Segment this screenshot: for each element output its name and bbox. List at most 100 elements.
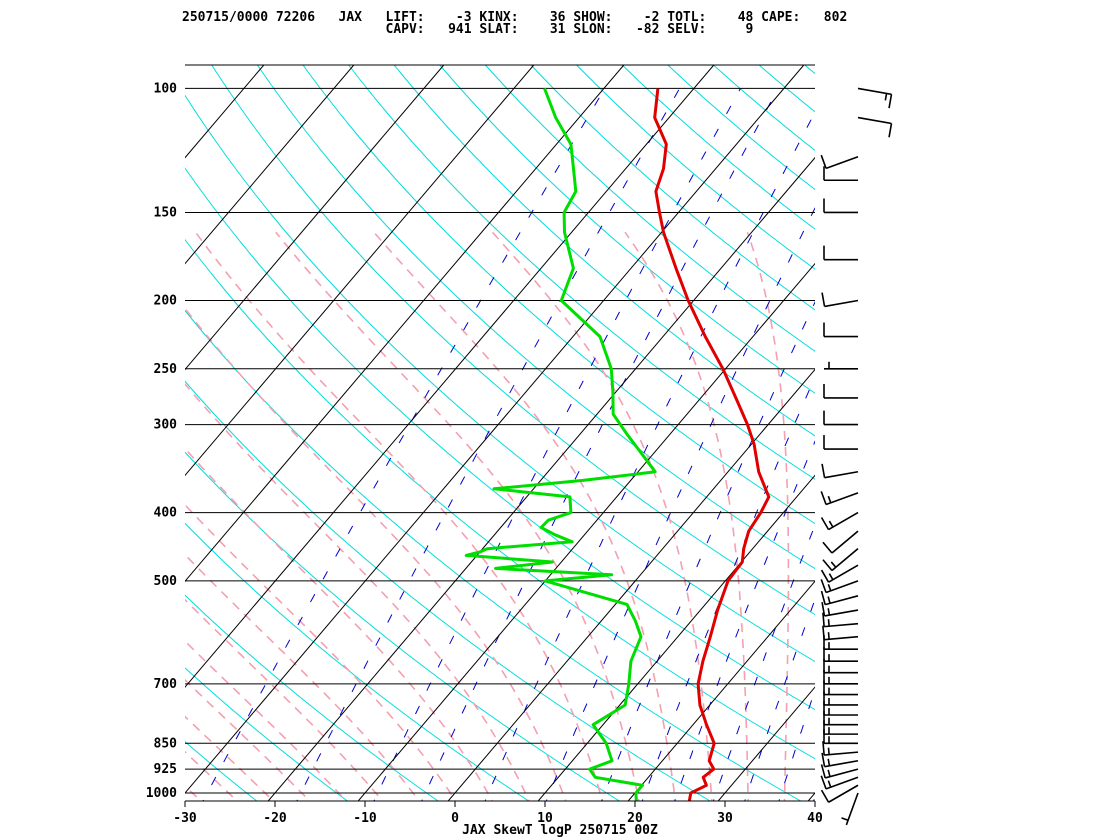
mixing-ratio-line	[712, 523, 815, 801]
moist-adiabat-line	[185, 447, 494, 801]
barb-full	[821, 752, 826, 767]
barb-full	[820, 154, 827, 169]
mixing-ratio-line	[421, 88, 779, 801]
temperature-tick-label: 0	[451, 811, 459, 826]
barb-full	[820, 789, 830, 803]
dry-adiabat-line	[185, 522, 529, 801]
mixing-ratio-line	[601, 301, 815, 801]
barb-full	[822, 559, 833, 572]
dry-adiabats	[0, 65, 815, 801]
barb-staff	[857, 116, 892, 125]
wind-barb	[821, 602, 859, 617]
barb-staff	[828, 564, 859, 583]
wind-barb	[822, 548, 859, 572]
dry-adiabat-line	[621, 65, 815, 230]
wind-barb	[841, 792, 859, 826]
moist-adiabat-line	[373, 231, 677, 801]
dry-adiabat-line	[485, 65, 815, 352]
barb-staff	[824, 470, 859, 479]
wind-barb	[857, 116, 893, 138]
barb-half	[827, 758, 831, 766]
barb-staff	[828, 784, 859, 803]
isotherm-line	[185, 65, 355, 265]
isotherm-line	[717, 686, 815, 801]
dry-adiabat-line	[302, 65, 815, 525]
dry-adiabat-line	[0, 65, 75, 801]
barb-full	[888, 123, 893, 138]
moist-adiabat-line	[185, 503, 457, 801]
barb-half	[827, 495, 832, 504]
isotherm-line	[185, 65, 535, 477]
barb-staff	[825, 155, 859, 170]
header-indices-line1: 250715/0000 72206 JAX LIFT: -3 KINX: 36 …	[182, 10, 848, 25]
moist-adiabat-line	[275, 231, 640, 801]
mixing-ratio-line	[202, 88, 606, 801]
moist-adiabat-line	[185, 715, 275, 801]
wind-barb	[821, 752, 859, 768]
moist-adiabat-line	[0, 232, 172, 808]
barb-full	[822, 541, 833, 554]
wind-barb	[820, 775, 859, 790]
pressure-tick-label: 500	[154, 574, 178, 589]
dry-adiabat-line	[758, 65, 815, 113]
moist-adiabat-line	[185, 382, 530, 801]
dry-adiabat-line	[804, 65, 815, 75]
wind-barb	[820, 491, 859, 506]
moist-adiabats	[0, 231, 790, 808]
pressure-tick-label: 300	[154, 418, 178, 433]
wind-barb	[823, 322, 858, 338]
pressure-tick-label: 700	[154, 677, 178, 692]
barb-full	[820, 764, 826, 779]
wind-barbs	[820, 87, 893, 826]
dry-adiabat-line	[576, 65, 815, 270]
barb-staff	[845, 792, 859, 826]
moist-adiabat-line	[185, 750, 239, 801]
wind-barb	[823, 410, 858, 426]
wind-barb	[823, 435, 858, 450]
mixing-ratio-line	[484, 111, 815, 801]
barb-full	[822, 741, 825, 756]
pressure-tick-label: 200	[154, 294, 178, 309]
wind-barb	[823, 166, 858, 182]
barb-staff	[828, 511, 859, 531]
dry-adiabat-line	[211, 65, 815, 616]
isotherm-line	[537, 474, 815, 801]
wind-barb	[820, 579, 859, 594]
barb-full	[820, 569, 830, 583]
dry-adiabat-line	[185, 167, 815, 711]
dry-adiabat-line	[393, 65, 815, 437]
temperature-tick-label: -10	[353, 811, 377, 826]
profiles	[464, 87, 771, 801]
moist-adiabat-line	[185, 640, 348, 801]
mixing-ratio-line	[778, 688, 815, 801]
wind-barb	[820, 784, 859, 803]
barb-full	[822, 625, 825, 640]
wind-barb	[822, 741, 859, 756]
wind-barb	[822, 612, 859, 628]
barb-full	[820, 590, 826, 605]
wind-barb	[820, 764, 859, 779]
barb-full	[820, 579, 827, 593]
dry-adiabat-line	[185, 451, 620, 801]
temperature-tick-label: 40	[807, 811, 823, 826]
dry-adiabat-line	[256, 65, 815, 570]
barb-full	[888, 94, 893, 109]
barb-half	[827, 769, 831, 777]
barb-full	[821, 463, 826, 478]
mixing-ratio-line	[744, 598, 815, 801]
moist-adiabat-line	[185, 678, 311, 801]
isotherm-line	[0, 65, 84, 801]
wind-barb	[820, 590, 859, 606]
pressure-tick-label: 250	[154, 362, 178, 377]
mixing-ratio-line	[373, 88, 741, 801]
barb-full	[820, 517, 830, 531]
barb-half	[841, 817, 849, 822]
mixing-ratio-line	[296, 88, 681, 801]
isotherm-line	[357, 262, 815, 801]
pressure-tick-label: 925	[154, 762, 177, 777]
barb-half	[827, 596, 831, 604]
wind-barb	[823, 198, 858, 214]
barb-full	[820, 775, 827, 790]
isotherm-line	[185, 65, 715, 688]
